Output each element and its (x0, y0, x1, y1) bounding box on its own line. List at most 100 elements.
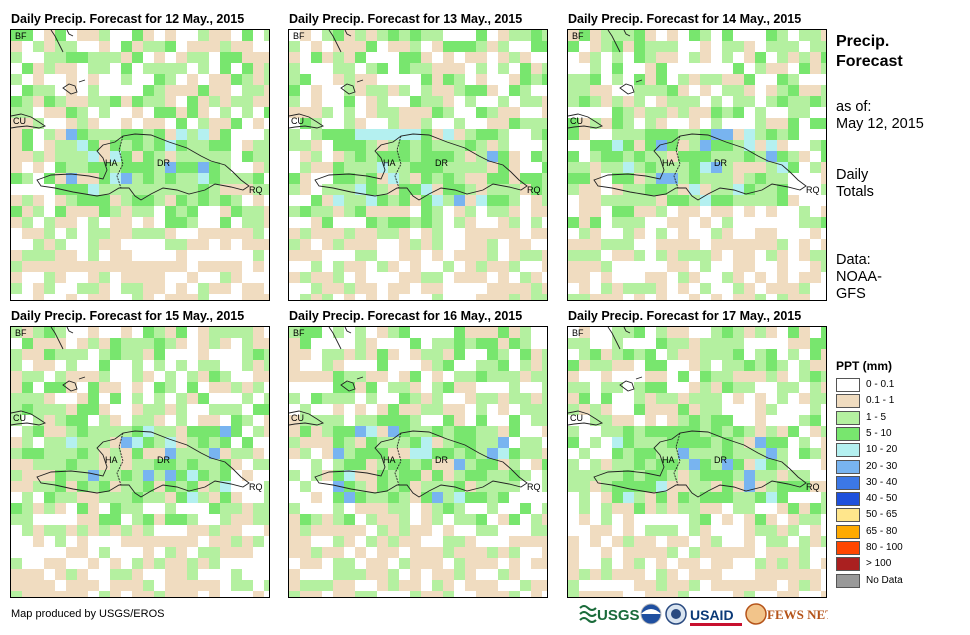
legend-label: 0.1 - 1 (866, 395, 895, 407)
map-label-rq: RQ (806, 482, 820, 492)
fewsnet-logo-text: FEWS NET (767, 607, 828, 622)
map-label-cu: CU (570, 116, 583, 126)
map-label-rq: RQ (527, 482, 541, 492)
map-label-bf: BF (15, 328, 27, 338)
map-label-ha: HA (662, 455, 675, 465)
precip-grid (568, 30, 826, 300)
map-label-ha: HA (105, 455, 118, 465)
legend-swatch (836, 410, 860, 425)
totals-block: Daily Totals (836, 167, 874, 201)
legend-swatch (836, 475, 860, 490)
as-of-date: May 12, 2015 (836, 116, 924, 132)
map-label-cu: CU (291, 413, 304, 423)
map-panel-4: BF CU HA DR RQ (10, 326, 270, 598)
title-line-1: Precip. (836, 33, 890, 50)
precip-map (289, 30, 547, 300)
legend-label: > 100 (866, 558, 892, 570)
fewsnet-logo: FEWS NET (745, 603, 834, 625)
legend-label: 1 - 5 (866, 411, 887, 423)
precip-map (289, 327, 547, 597)
noaa-logo (640, 603, 662, 625)
legend-swatch (836, 492, 860, 507)
usaid-logo: USAID (690, 607, 742, 626)
panel-title-5: Daily Precip. Forecast for 16 May., 2015 (289, 309, 523, 323)
map-label-rq: RQ (249, 185, 263, 195)
precip-grid (568, 327, 826, 597)
legend-label: 65 - 80 (866, 525, 898, 537)
precip-grid (11, 30, 269, 300)
panel-title-3: Daily Precip. Forecast for 14 May., 2015 (568, 12, 802, 26)
legend-swatch (836, 557, 860, 572)
map-label-bf: BF (293, 328, 305, 338)
legend-label: 40 - 50 (866, 493, 898, 505)
dhs-logo (665, 603, 687, 625)
totals-line-1: Daily (836, 167, 869, 183)
legend-swatch (836, 508, 860, 523)
map-label-dr: DR (714, 158, 727, 168)
coastlines (11, 30, 250, 201)
precip-map (568, 327, 826, 597)
legend-swatch (836, 394, 860, 409)
legend-label: 10 - 20 (866, 444, 898, 456)
map-label-bf: BF (572, 328, 584, 338)
legend-label: 0 - 0.1 (866, 379, 895, 390)
agency-logos: USGS USAID FEWS NET (578, 600, 834, 630)
coastlines (568, 327, 807, 498)
totals-line-2: Totals (836, 184, 874, 200)
coastlines (289, 30, 528, 201)
legend-swatch (836, 573, 860, 588)
legend-swatch (836, 426, 860, 441)
map-label-cu: CU (570, 413, 583, 423)
legend-label: 30 - 40 (866, 476, 898, 488)
map-label-cu: CU (13, 413, 26, 423)
map-label-dr: DR (157, 455, 170, 465)
map-panel-2: BF CU HA DR RQ (288, 29, 548, 301)
map-label-dr: DR (157, 158, 170, 168)
usaid-logo-text: USAID (690, 607, 734, 623)
panel-title-1: Daily Precip. Forecast for 12 May., 2015 (11, 12, 245, 26)
map-label-bf: BF (15, 31, 27, 41)
data-line-3: GFS (836, 286, 866, 302)
map-label-dr: DR (714, 455, 727, 465)
panel-title-6: Daily Precip. Forecast for 17 May., 2015 (568, 309, 802, 323)
sidebar-title: Precip. Forecast (836, 32, 903, 72)
precip-grid (11, 327, 269, 597)
map-label-ha: HA (105, 158, 118, 168)
map-label-ha: HA (383, 158, 396, 168)
map-label-ha: HA (662, 158, 675, 168)
map-label-ha: HA (383, 455, 396, 465)
map-label-cu: CU (291, 116, 304, 126)
legend-label: 80 - 100 (866, 542, 903, 553)
footer-credit: Map produced by USGS/EROS (11, 608, 165, 620)
title-line-2: Forecast (836, 53, 903, 70)
usgs-logo: USGS (579, 605, 640, 624)
legend-label: 20 - 30 (866, 460, 898, 472)
legend-swatch (836, 378, 860, 392)
map-label-bf: BF (572, 31, 584, 41)
map-label-rq: RQ (527, 185, 541, 195)
legend-swatch (836, 541, 860, 555)
map-panel-1: BF CU HA DR RQ (10, 29, 270, 301)
precip-map (11, 30, 269, 300)
map-panel-6: BF CU HA DR RQ (567, 326, 827, 598)
map-panel-3: BF CU HA DR RQ (567, 29, 827, 301)
legend-label: 5 - 10 (866, 427, 892, 439)
map-label-dr: DR (435, 455, 448, 465)
map-label-rq: RQ (806, 185, 820, 195)
map-label-bf: BF (293, 31, 305, 41)
data-source-block: Data: NOAA- GFS (836, 252, 882, 303)
coastlines (568, 30, 807, 201)
as-of-label: as of: (836, 99, 872, 115)
map-label-cu: CU (13, 116, 26, 126)
precip-map (568, 30, 826, 300)
map-label-dr: DR (435, 158, 448, 168)
panel-title-4: Daily Precip. Forecast for 15 May., 2015 (11, 309, 245, 323)
data-line-2: NOAA- (836, 269, 882, 285)
legend-label: 50 - 65 (866, 509, 898, 521)
coastlines (11, 327, 250, 498)
legend-title: PPT (mm) (836, 359, 893, 373)
precip-map (11, 327, 269, 597)
legend-label: No Data (866, 574, 903, 586)
precip-grid (289, 327, 547, 597)
usgs-logo-text: USGS (597, 607, 640, 624)
